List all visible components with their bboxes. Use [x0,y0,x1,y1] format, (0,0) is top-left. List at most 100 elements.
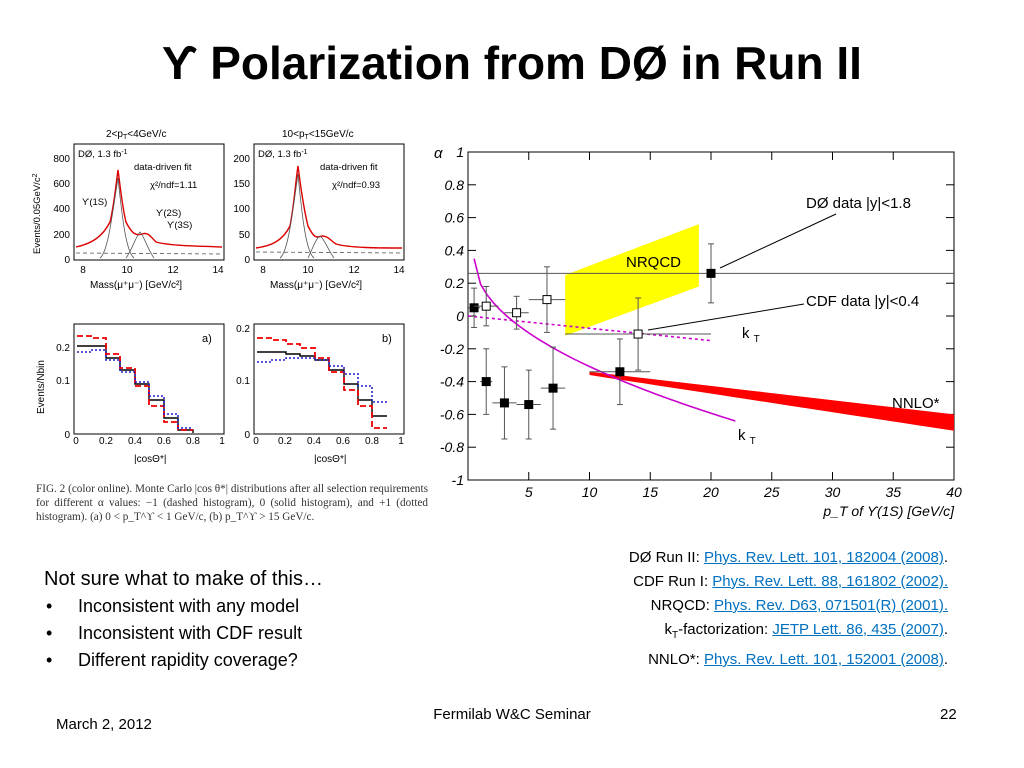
svg-text:1: 1 [398,436,404,447]
x-tick-label: 20 [702,484,719,500]
d0-data-point [499,398,509,408]
reference-row: NNLO*: Phys. Rev. Lett. 101, 152001 (200… [648,651,948,668]
x-tick-label: 25 [763,484,780,500]
svg-text:14: 14 [393,265,405,276]
mass-plot-2-chi2: χ²/ndf=0.93 [332,180,380,191]
y-tick-label: -0.8 [440,439,464,455]
cos-plot-1-panel-label: a) [202,333,212,345]
y-tick-label: -1 [452,472,464,488]
svg-text:0.4: 0.4 [128,436,142,447]
kt-curve-solid [473,258,736,422]
mass-plot-1-1s-component [99,177,135,259]
y-tick-label: -0.4 [440,374,464,390]
svg-text:0.1: 0.1 [236,376,250,387]
reference-link[interactable]: Phys. Rev. Lett. 101, 152001 (2008) [703,651,944,668]
page-number: 22 [940,706,957,723]
cos-plot-1-dashed-hist [77,335,193,431]
cos-plot-1-xticks: 0 0.2 0.4 0.6 0.8 1 [73,436,225,447]
footer-date: March 2, 2012 [56,716,152,733]
mass-plot-2-fit-curve [255,165,403,249]
svg-text:10: 10 [302,265,314,276]
svg-text:0: 0 [64,430,70,441]
svg-text:0: 0 [253,436,259,447]
d0-data-point [548,383,558,393]
mass-plot-1-fit-label: data-driven fit [134,162,192,173]
y-tick-label: 1 [456,144,464,160]
cdf-data-point [542,295,552,305]
annotation-d0-arrow [719,213,837,269]
y-tick-label: 0.8 [445,177,465,193]
nrqcd-band [565,224,699,336]
cos-plot-1-solid-hist [77,345,194,433]
cos-plot-2-solid-hist [257,351,387,417]
reference-row: kT-factorization: JETP Lett. 86, 435 (20… [664,621,949,641]
y-tick-label: -0.6 [440,406,464,422]
cos-plot-1-frame [73,323,225,435]
mass-plot-1-2s-component [125,231,155,259]
cos-plot-2-xlabel: |cosΘ*| [314,454,346,465]
svg-text:150: 150 [233,179,250,190]
mass-plot-1-frame [73,143,225,261]
d0-data-point [706,268,716,278]
mass-plot-2-xlabel: Mass(μ⁺μ⁻) [GeV/c²] [270,280,362,291]
svg-text:600: 600 [53,179,70,190]
y-tick-label: 0.4 [445,242,465,258]
mass-plot-1-xlabel: Mass(μ⁺μ⁻) [GeV/c²] [90,280,182,291]
x-tick-label: 30 [825,484,841,500]
reference-link[interactable]: Phys. Rev. Lett. 88, 161802 (2002). [712,573,948,590]
svg-text:200: 200 [53,230,70,241]
annotation-cdf: CDF data |y|<0.4 [806,293,919,310]
mass-plot-2-xticks: 8 10 12 14 [260,265,405,276]
reference-link[interactable]: Phys. Rev. Lett. 101, 182004 (2008) [703,549,944,566]
svg-text:0.4: 0.4 [307,436,321,447]
svg-text:0.2: 0.2 [99,436,113,447]
mass-plot-1-peak-3s: ϒ(3S) [167,220,192,231]
cos-plot-2-dashed-hist [257,337,387,429]
svg-text:0.8: 0.8 [365,436,379,447]
cos-plot-2-frame [253,323,405,435]
mass-plot-2-header: 10<pT<15GeV/c [282,129,354,141]
references-block: DØ Run II: Phys. Rev. Lett. 101, 182004 … [629,546,948,672]
svg-text:0: 0 [244,430,250,441]
svg-text:0.6: 0.6 [157,436,171,447]
cos-plots-figure: Events/Nbin 0 0.1 0.2 0 0.2 0.4 0.6 0.8 … [36,323,405,465]
reference-link[interactable]: Phys. Rev. D63, 071501(R) (2001). [713,597,948,614]
mass-plot-1-peak-2s: ϒ(2S) [156,208,181,219]
y-tick-label: -0.2 [440,341,464,357]
mass-plots-figure: 2<pT<4GeV/c Events/0.05GeV/c2 0 200 400 … [32,129,405,291]
svg-text:0: 0 [244,255,250,266]
svg-text:10: 10 [121,265,133,276]
svg-text:800: 800 [53,154,70,165]
cos-plot-1-yticks: 0 0.1 0.2 [56,343,70,441]
kt-curve-dotted [467,315,712,342]
nnlo--band [589,371,954,431]
mass-plot-1-xticks: 8 10 12 14 [80,265,224,276]
reference-link[interactable]: JETP Lett. 86, 435 (2007) [772,621,944,638]
svg-text:8: 8 [260,265,266,276]
mass-plot-1-background [75,252,223,255]
cos-plot-1-dotted-hist [77,349,193,429]
x-tick-label: 10 [582,484,598,500]
cos-plot-1-xlabel: |cosΘ*| [134,454,166,465]
d0-data-point [481,377,491,387]
svg-text:0.8: 0.8 [186,436,200,447]
x-tick-label: 35 [885,484,901,500]
y-axis-label: α [434,145,443,162]
reference-row: CDF Run I: Phys. Rev. Lett. 88, 161802 (… [633,573,948,590]
cos-plot-2-xticks: 0 0.2 0.4 0.6 0.8 1 [253,436,404,447]
svg-text:200: 200 [233,154,250,165]
mass-plot-2-frame [253,143,405,261]
mass-plot-2-lumi: DØ, 1.3 fb-1 [258,149,308,160]
slide-title: ϒ Polarization from DØ in Run II [162,37,862,89]
annotation-nrqcd: NRQCD [626,254,681,271]
d0-data-point [615,367,625,377]
svg-text:12: 12 [167,265,179,276]
svg-text:0.2: 0.2 [278,436,292,447]
x-tick-label: 5 [525,484,533,500]
figure-caption: FIG. 2 (color online). Monte Carlo |cos … [36,483,428,523]
notes-bullet: Different rapidity coverage? [44,647,323,674]
svg-text:12: 12 [348,265,360,276]
x-tick-label: 15 [642,484,658,500]
svg-text:0.6: 0.6 [336,436,350,447]
cos-plot-1-ylabel: Events/Nbin [36,360,47,414]
